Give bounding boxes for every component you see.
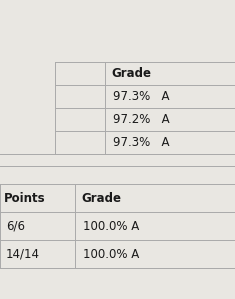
Text: Grade: Grade [81,191,121,205]
Text: 97.3%   A: 97.3% A [113,90,169,103]
Text: Points: Points [4,191,46,205]
Text: 6/6: 6/6 [6,219,25,233]
Text: Grade: Grade [111,67,151,80]
Text: 100.0% A: 100.0% A [83,219,139,233]
Text: 97.2%   A: 97.2% A [113,113,170,126]
Text: 14/14: 14/14 [6,248,40,260]
Text: 100.0% A: 100.0% A [83,248,139,260]
Text: 97.3%   A: 97.3% A [113,136,169,149]
